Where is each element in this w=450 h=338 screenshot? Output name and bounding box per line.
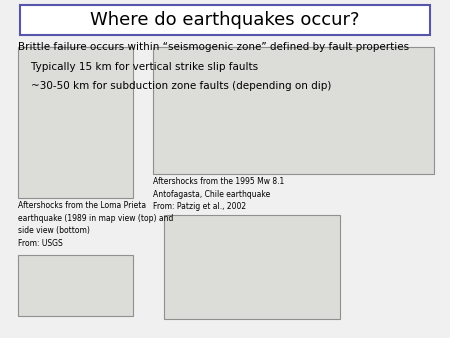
Bar xyxy=(153,47,434,174)
Text: From: USGS: From: USGS xyxy=(18,239,63,248)
Bar xyxy=(18,47,133,198)
Text: Aftershocks from the 1995 Mw 8.1: Aftershocks from the 1995 Mw 8.1 xyxy=(153,177,284,187)
Bar xyxy=(164,215,340,319)
Text: side view (bottom): side view (bottom) xyxy=(18,226,90,235)
Text: Typically 15 km for vertical strike slip faults: Typically 15 km for vertical strike slip… xyxy=(18,62,258,72)
Text: Brittle failure occurs within “seismogenic zone” defined by fault properties: Brittle failure occurs within “seismogen… xyxy=(18,42,409,52)
Text: From: Patzig et al., 2002: From: Patzig et al., 2002 xyxy=(153,202,246,212)
Bar xyxy=(18,255,133,316)
Text: Where do earthquakes occur?: Where do earthquakes occur? xyxy=(90,11,360,29)
Text: Aftershocks from the Loma Prieta: Aftershocks from the Loma Prieta xyxy=(18,201,146,210)
Text: earthquake (1989 in map view (top) and: earthquake (1989 in map view (top) and xyxy=(18,214,173,223)
Text: ~30-50 km for subduction zone faults (depending on dip): ~30-50 km for subduction zone faults (de… xyxy=(18,81,331,92)
Text: Antofagasta, Chile earthquake: Antofagasta, Chile earthquake xyxy=(153,190,270,199)
Bar xyxy=(20,5,430,35)
